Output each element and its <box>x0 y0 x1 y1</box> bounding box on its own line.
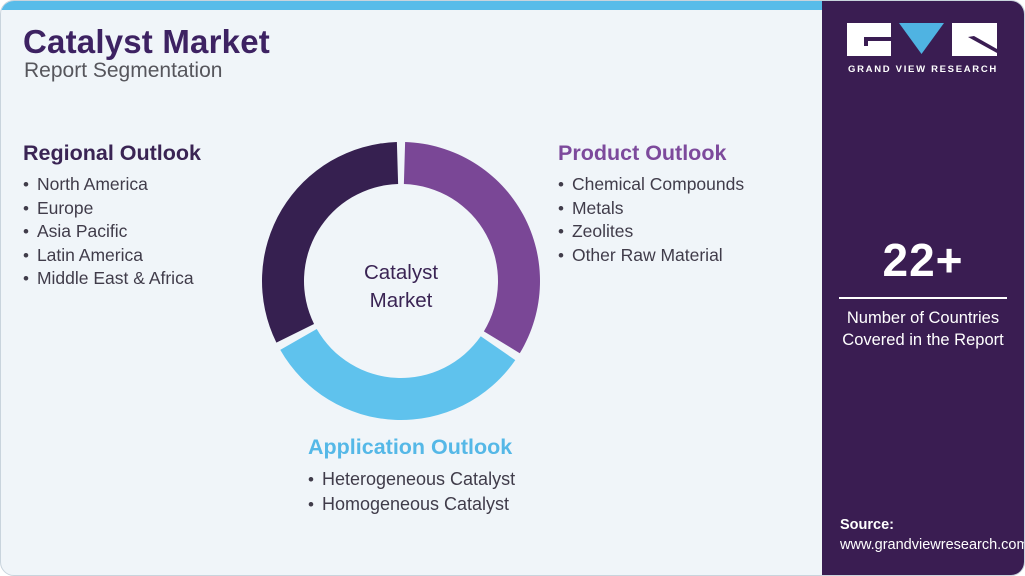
list-item: • Chemical Compounds <box>558 173 744 197</box>
list-item: • Metals <box>558 197 744 221</box>
list-item-label: North America <box>36 174 148 194</box>
donut-segment-regional-outlook <box>261 142 399 343</box>
donut-segment-product-outlook <box>403 142 540 354</box>
bullet-icon: • <box>23 198 29 218</box>
list-item-label: Other Raw Material <box>571 244 723 265</box>
list-item: • Middle East & Africa <box>23 267 201 291</box>
product-outlook-heading: Product Outlook <box>558 141 727 165</box>
list-item-label: Latin America <box>36 244 143 265</box>
top-accent-bar <box>1 1 822 10</box>
bullet-icon: • <box>558 222 564 241</box>
list-item: • Latin America <box>23 244 201 268</box>
grand-view-research-logo: GRAND VIEW RESEARCH <box>847 23 998 75</box>
page-subtitle: Report Segmentation <box>24 59 223 82</box>
sidebar: GRAND VIEW RESEARCH 22+ Number of Countr… <box>822 1 1024 575</box>
bullet-icon: • <box>23 175 29 194</box>
list-item-label: Zeolites <box>571 221 634 241</box>
donut-center-label: Catalyst Market <box>331 259 471 315</box>
product-outlook-section: Product Outlook • Chemical Compounds • Meta… <box>558 141 744 267</box>
list-item-label: Chemical Compounds <box>571 174 745 194</box>
bullet-icon: • <box>308 470 314 489</box>
application-outlook-heading: Application Outlook <box>308 435 513 459</box>
page-title: Catalyst Market <box>23 23 270 60</box>
bullet-icon: • <box>558 198 564 218</box>
source-label: Source: <box>840 517 894 533</box>
list-item-label: Middle East & Africa <box>36 268 194 288</box>
list-item: • Homogeneous Catalyst <box>308 492 515 517</box>
application-outlook-list: • Heterogeneous Catalyst • Homogeneous Cata… <box>308 467 515 517</box>
product-outlook-list: • Chemical Compounds • Metals • Zeolites • Othe… <box>558 173 744 267</box>
countries-stat: 22+ Number of Countries Covered in the R… <box>822 233 1024 351</box>
list-item: • North America <box>23 173 201 197</box>
bullet-icon: • <box>308 495 314 514</box>
list-item-label: Asia Pacific <box>36 221 128 241</box>
regional-outlook-list: • North America • Europe • Asia Pacific • Latin… <box>23 173 201 291</box>
countries-count: 22+ <box>882 234 964 286</box>
countries-caption: Number of Countries Covered in the Repor… <box>842 309 1004 349</box>
donut-center-label-line1: Catalyst <box>363 261 439 284</box>
logo-v-triangle <box>899 23 944 54</box>
list-item: • Other Raw Material <box>558 244 744 268</box>
list-item: • Heterogeneous Catalyst <box>308 467 515 492</box>
list-item: • Zeolites <box>558 220 744 244</box>
gvr-logo-icon <box>847 23 997 56</box>
donut-center-label-line2: Market <box>369 289 433 312</box>
list-item: • Asia Pacific <box>23 220 201 244</box>
donut-segment-application-outlook <box>280 329 516 421</box>
source-url: www.grandviewresearch.com <box>840 537 1025 553</box>
application-outlook-section: Application Outlook • Heterogeneous Catal… <box>308 435 515 517</box>
bullet-icon: • <box>23 269 29 288</box>
list-item-label: Heterogeneous Catalyst <box>321 469 516 489</box>
source-block: Source: www.grandviewresearch.com <box>840 517 1025 553</box>
list-item-label: Metals <box>571 197 624 218</box>
bullet-icon: • <box>558 175 564 194</box>
stat-divider <box>839 297 1007 299</box>
regional-outlook-section: Regional Outlook • North America • Europe • A… <box>23 141 201 291</box>
regional-outlook-heading: Regional Outlook <box>23 141 201 165</box>
logo-brand-text: GRAND VIEW RESEARCH <box>848 64 998 75</box>
bullet-icon: • <box>23 222 29 241</box>
bullet-icon: • <box>23 245 29 265</box>
bullet-icon: • <box>558 245 564 265</box>
list-item-label: Europe <box>36 197 94 218</box>
list-item-label: Homogeneous Catalyst <box>321 494 510 514</box>
list-item: • Europe <box>23 197 201 221</box>
donut-chart <box>261 142 540 421</box>
